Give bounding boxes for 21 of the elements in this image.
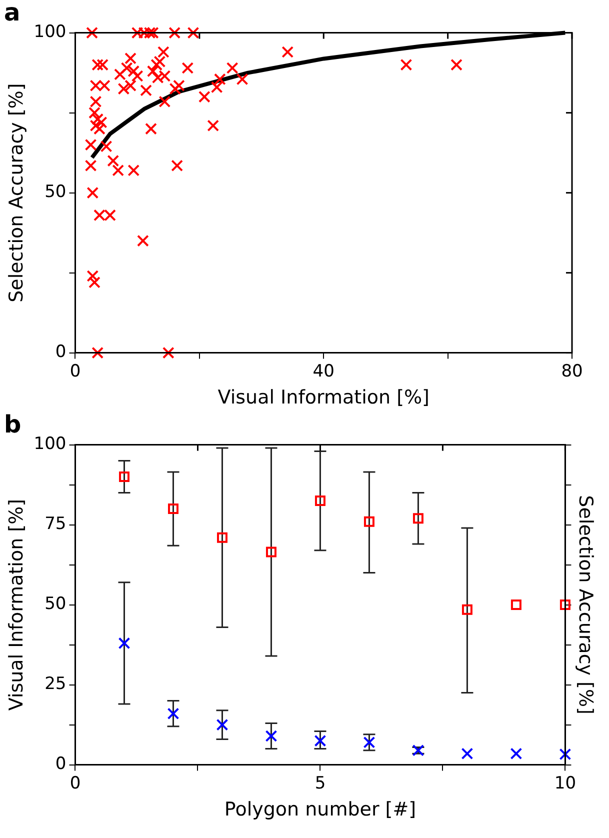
y-tick-label: 50 (44, 182, 66, 202)
y2-axis-title: Selection Accuracy [%] (574, 495, 597, 714)
x-tick-label: 10 (554, 773, 576, 794)
x-tick-label: 80 (561, 361, 583, 382)
y-tick-label: 0 (55, 754, 66, 774)
y-tick-label: 100 (34, 22, 66, 42)
x-axis-title: Polygon number [#] (224, 798, 416, 821)
x-tick-label: 5 (314, 773, 326, 794)
y-tick-label: 100 (34, 434, 66, 454)
y-tick-label: 50 (44, 594, 66, 614)
y-tick-label: 75 (44, 514, 66, 534)
y-axis-title: Visual Information [%] (5, 498, 28, 711)
y-tick-label: 0 (55, 342, 66, 362)
x-tick-label: 0 (70, 773, 81, 794)
y-axis-title: Selection Accuracy [%] (5, 83, 28, 302)
x-tick-label: 0 (70, 361, 81, 382)
chart-title: b (4, 410, 22, 439)
chart-title: a (4, 0, 20, 27)
x-axis-title: Visual Information [%] (218, 386, 430, 409)
x-tick-label: 40 (312, 361, 334, 382)
y-tick-label: 25 (44, 674, 66, 694)
